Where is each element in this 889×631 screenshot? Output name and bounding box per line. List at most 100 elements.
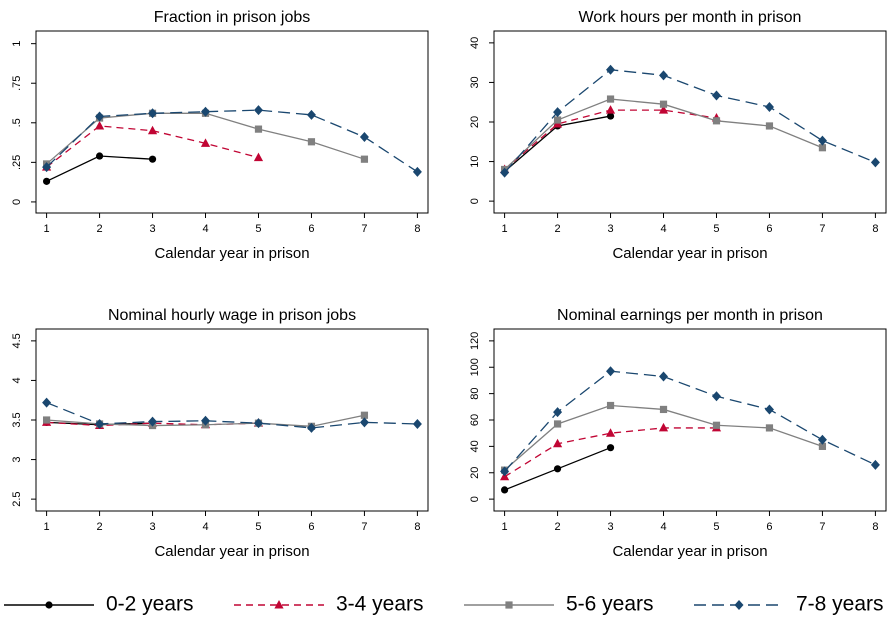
legend-marker [45,601,53,609]
data-point [658,105,669,114]
x-tick-label: 7 [819,521,825,533]
y-tick-label: 120 [469,332,481,350]
data-point [200,138,211,147]
data-point [95,111,105,122]
y-tick-label: 0 [11,199,23,205]
data-point [42,177,51,185]
data-point [253,418,263,429]
data-point [712,421,721,429]
y-tick-label: 3.5 [11,412,23,427]
x-axis-label: Calendar year in prison [154,245,309,262]
x-tick-label: 2 [555,521,561,533]
data-point [711,391,721,402]
data-point [553,420,562,428]
data-point [253,152,264,162]
x-tick-label: 8 [872,521,878,533]
data-point [606,401,615,410]
y-tick-label: 4 [11,377,23,383]
y-tick-label: 40 [469,440,481,452]
legend-label: 7-8 years [796,593,884,616]
data-point [42,162,52,173]
y-tick-label: 2.5 [11,491,23,506]
y-tick-label: .25 [11,155,23,170]
y-tick-label: 3 [11,457,23,463]
data-point [95,152,104,160]
series-line [504,427,717,478]
x-tick-label: 5 [255,223,261,235]
data-point [553,407,563,418]
data-point [764,101,774,112]
data-point [147,125,158,135]
x-tick-label: 1 [44,223,50,235]
x-tick-label: 2 [97,223,103,235]
data-point [818,144,827,152]
data-point [606,366,616,377]
data-point [552,438,563,448]
x-tick-label: 8 [414,223,420,235]
data-point [500,167,510,178]
x-tick-label: 2 [97,521,103,533]
x-tick-label: 4 [660,521,666,533]
data-point [359,132,369,143]
data-point [870,459,880,470]
legend-label: 0-2 years [106,593,194,616]
data-point [553,465,562,473]
data-point [95,418,105,429]
y-tick-label: .75 [11,76,23,91]
x-tick-label: 6 [766,223,772,235]
data-point [500,486,509,494]
data-point [818,442,827,450]
data-point [764,404,774,415]
x-tick-label: 6 [766,521,772,533]
x-tick-label: 2 [555,223,561,235]
series-line [504,69,876,174]
x-tick-label: 5 [255,521,261,533]
data-point [605,105,616,114]
data-point [360,155,369,163]
data-point [606,95,615,103]
x-tick-label: 3 [149,223,155,235]
y-tick-label: 60 [469,414,481,426]
y-tick-label: 20 [469,467,481,479]
x-tick-label: 4 [202,223,208,235]
y-tick-label: 10 [469,155,481,167]
data-point [659,70,669,81]
x-tick-label: 6 [308,521,314,533]
y-tick-label: 4.5 [11,333,23,348]
y-tick-label: 0 [469,198,481,204]
legend-label: 5-6 years [566,593,654,616]
x-tick-label: 1 [44,521,50,533]
plot-frame [493,30,887,214]
data-point [606,444,615,452]
data-point [606,64,616,75]
x-tick-label: 7 [361,223,367,235]
y-tick-label: 0 [469,496,481,502]
data-point [870,157,880,168]
legend-label: 3-4 years [336,593,424,616]
data-point [148,108,158,119]
data-point [765,424,774,432]
y-tick-label: 80 [469,387,481,399]
chart-title: Fraction in prison jobs [154,9,311,26]
y-tick-label: 20 [469,116,481,128]
data-point [201,106,211,117]
x-axis-label: Calendar year in prison [612,245,767,262]
plot-frame [35,30,429,214]
data-point [306,422,316,433]
y-tick-label: 40 [469,37,481,49]
legend-marker [505,601,513,609]
x-tick-label: 1 [502,521,508,533]
plot-frame [35,328,429,512]
data-point [553,116,562,124]
x-axis-label: Calendar year in prison [612,543,767,560]
plot-frame [493,328,887,512]
chart-title: Nominal hourly wage in prison jobs [108,307,356,324]
data-point [306,109,316,120]
data-point [359,417,369,428]
data-point [42,416,51,424]
data-point [817,135,827,146]
x-tick-label: 8 [414,521,420,533]
data-point [148,155,157,163]
y-tick-label: 100 [469,358,481,376]
